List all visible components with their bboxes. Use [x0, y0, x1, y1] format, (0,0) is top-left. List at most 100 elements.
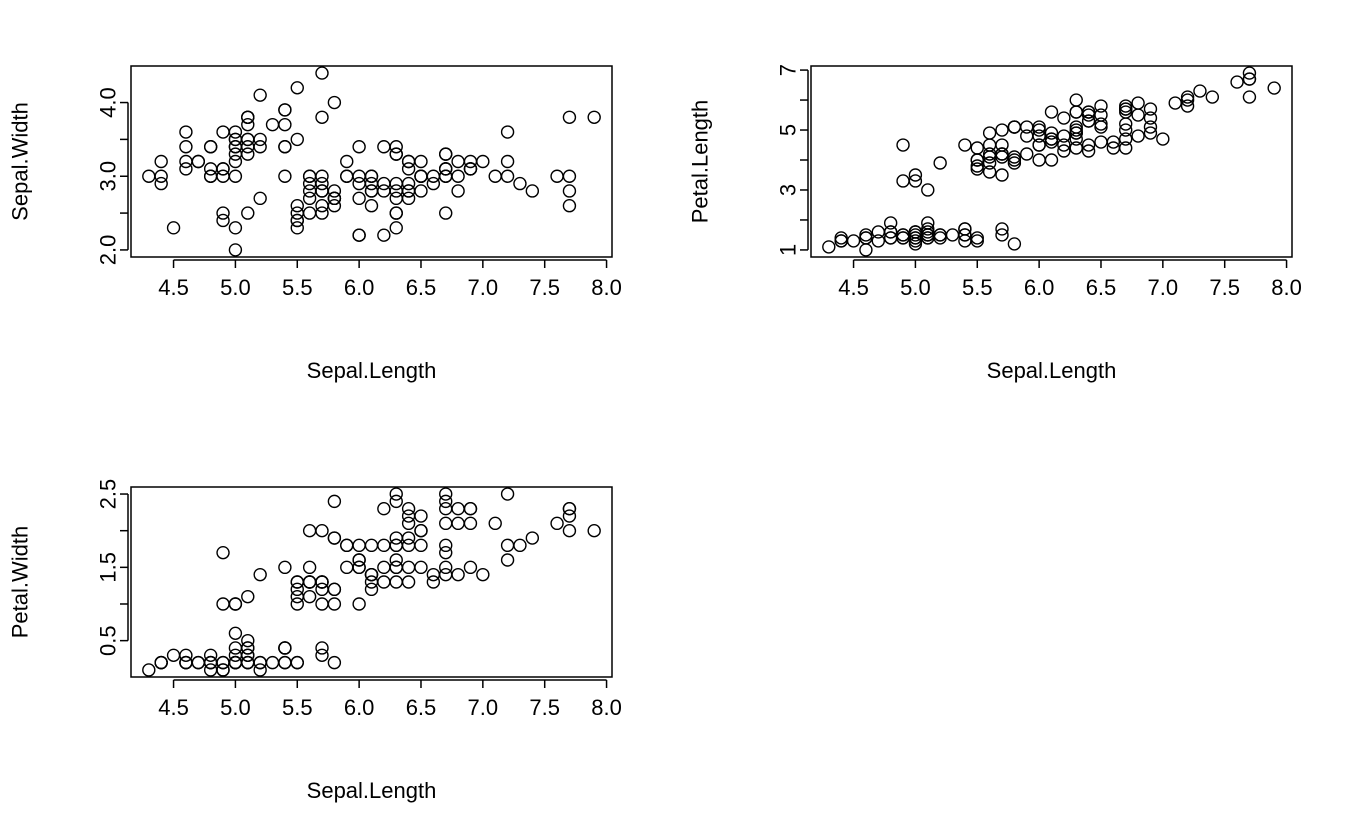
data-point	[216, 162, 230, 176]
data-point	[1119, 102, 1133, 116]
data-point	[327, 199, 342, 213]
data-point	[389, 206, 403, 220]
data-point	[142, 663, 156, 677]
y-tick-label: 5	[776, 124, 801, 136]
data-point	[488, 516, 502, 531]
data-point	[389, 538, 403, 553]
data-point	[982, 156, 997, 170]
data-point	[290, 582, 304, 597]
data-point	[327, 184, 342, 198]
data-point	[439, 206, 453, 220]
data-point	[1069, 141, 1083, 155]
data-point	[1119, 117, 1133, 131]
data-point	[401, 538, 416, 553]
data-point	[327, 597, 342, 611]
data-point	[970, 162, 984, 176]
data-point	[908, 234, 923, 248]
data-point	[302, 523, 317, 538]
data-point	[290, 597, 304, 611]
data-point	[982, 147, 997, 161]
data-point	[278, 641, 292, 655]
data-point	[562, 523, 577, 538]
data-point	[995, 123, 1009, 137]
data-point	[389, 140, 403, 154]
data-point	[1094, 99, 1108, 113]
data-point	[340, 154, 354, 169]
data-point	[562, 199, 577, 213]
data-point	[377, 575, 391, 589]
data-point	[970, 234, 984, 248]
data-point	[401, 575, 416, 589]
data-point	[476, 154, 490, 169]
y-tick-label: 3	[776, 184, 801, 196]
data-point	[970, 141, 984, 155]
y-tick-label: 3.0	[96, 161, 121, 192]
data-point	[500, 487, 515, 501]
data-point	[166, 648, 181, 663]
data-point	[241, 633, 255, 648]
data-point	[500, 538, 515, 553]
data-point	[315, 597, 329, 611]
data-point	[896, 138, 910, 152]
data-point	[401, 154, 416, 169]
data-point	[908, 168, 923, 182]
data-point	[834, 231, 848, 245]
data-point	[364, 538, 379, 553]
data-point	[1044, 126, 1059, 140]
data-point	[883, 225, 898, 239]
data-point	[426, 575, 441, 589]
data-point	[525, 184, 540, 198]
data-point	[241, 655, 255, 670]
y-axis-label: Petal.Length	[688, 100, 713, 224]
data-point	[216, 206, 230, 220]
data-point	[439, 169, 453, 183]
data-point	[1081, 144, 1096, 158]
data-point	[970, 231, 984, 245]
data-point	[302, 206, 317, 220]
y-tick-label: 0.5	[96, 625, 121, 656]
data-point	[995, 222, 1009, 236]
data-point	[587, 523, 601, 538]
data-point	[859, 231, 873, 245]
data-point	[315, 184, 329, 198]
data-point	[1242, 90, 1257, 104]
x-tick-label: 6.0	[1024, 275, 1055, 300]
plot-frame	[130, 486, 613, 678]
x-tick-label: 7.5	[529, 275, 560, 300]
data-point	[414, 154, 428, 169]
data-point	[315, 66, 329, 80]
data-point	[352, 191, 366, 206]
data-point	[463, 560, 478, 575]
data-point	[352, 140, 366, 154]
data-point	[401, 509, 416, 523]
y-tick-label: 7	[776, 64, 801, 76]
data-point	[352, 553, 366, 567]
data-point	[253, 663, 267, 677]
data-point	[476, 567, 490, 582]
data-point	[241, 117, 255, 132]
x-tick-label: 7.5	[529, 695, 560, 720]
data-point	[550, 516, 564, 531]
data-point	[1044, 132, 1059, 146]
data-point	[377, 538, 391, 553]
data-point	[203, 140, 218, 154]
data-point	[389, 176, 403, 191]
data-points	[822, 66, 1281, 257]
data-point	[500, 154, 515, 169]
data-point	[500, 125, 515, 139]
data-point	[228, 140, 243, 154]
data-point	[1069, 123, 1083, 137]
data-point	[278, 169, 292, 183]
data-point	[290, 206, 304, 220]
x-tick-label: 6.5	[406, 695, 437, 720]
data-point	[364, 169, 379, 183]
data-point	[203, 663, 218, 677]
data-point	[315, 169, 329, 183]
x-tick-label: 7.5	[1209, 275, 1240, 300]
data-point	[340, 538, 354, 553]
data-point	[439, 487, 453, 501]
data-point	[1081, 108, 1096, 122]
data-point	[500, 169, 515, 183]
data-point	[377, 140, 391, 154]
data-point	[1094, 120, 1108, 134]
